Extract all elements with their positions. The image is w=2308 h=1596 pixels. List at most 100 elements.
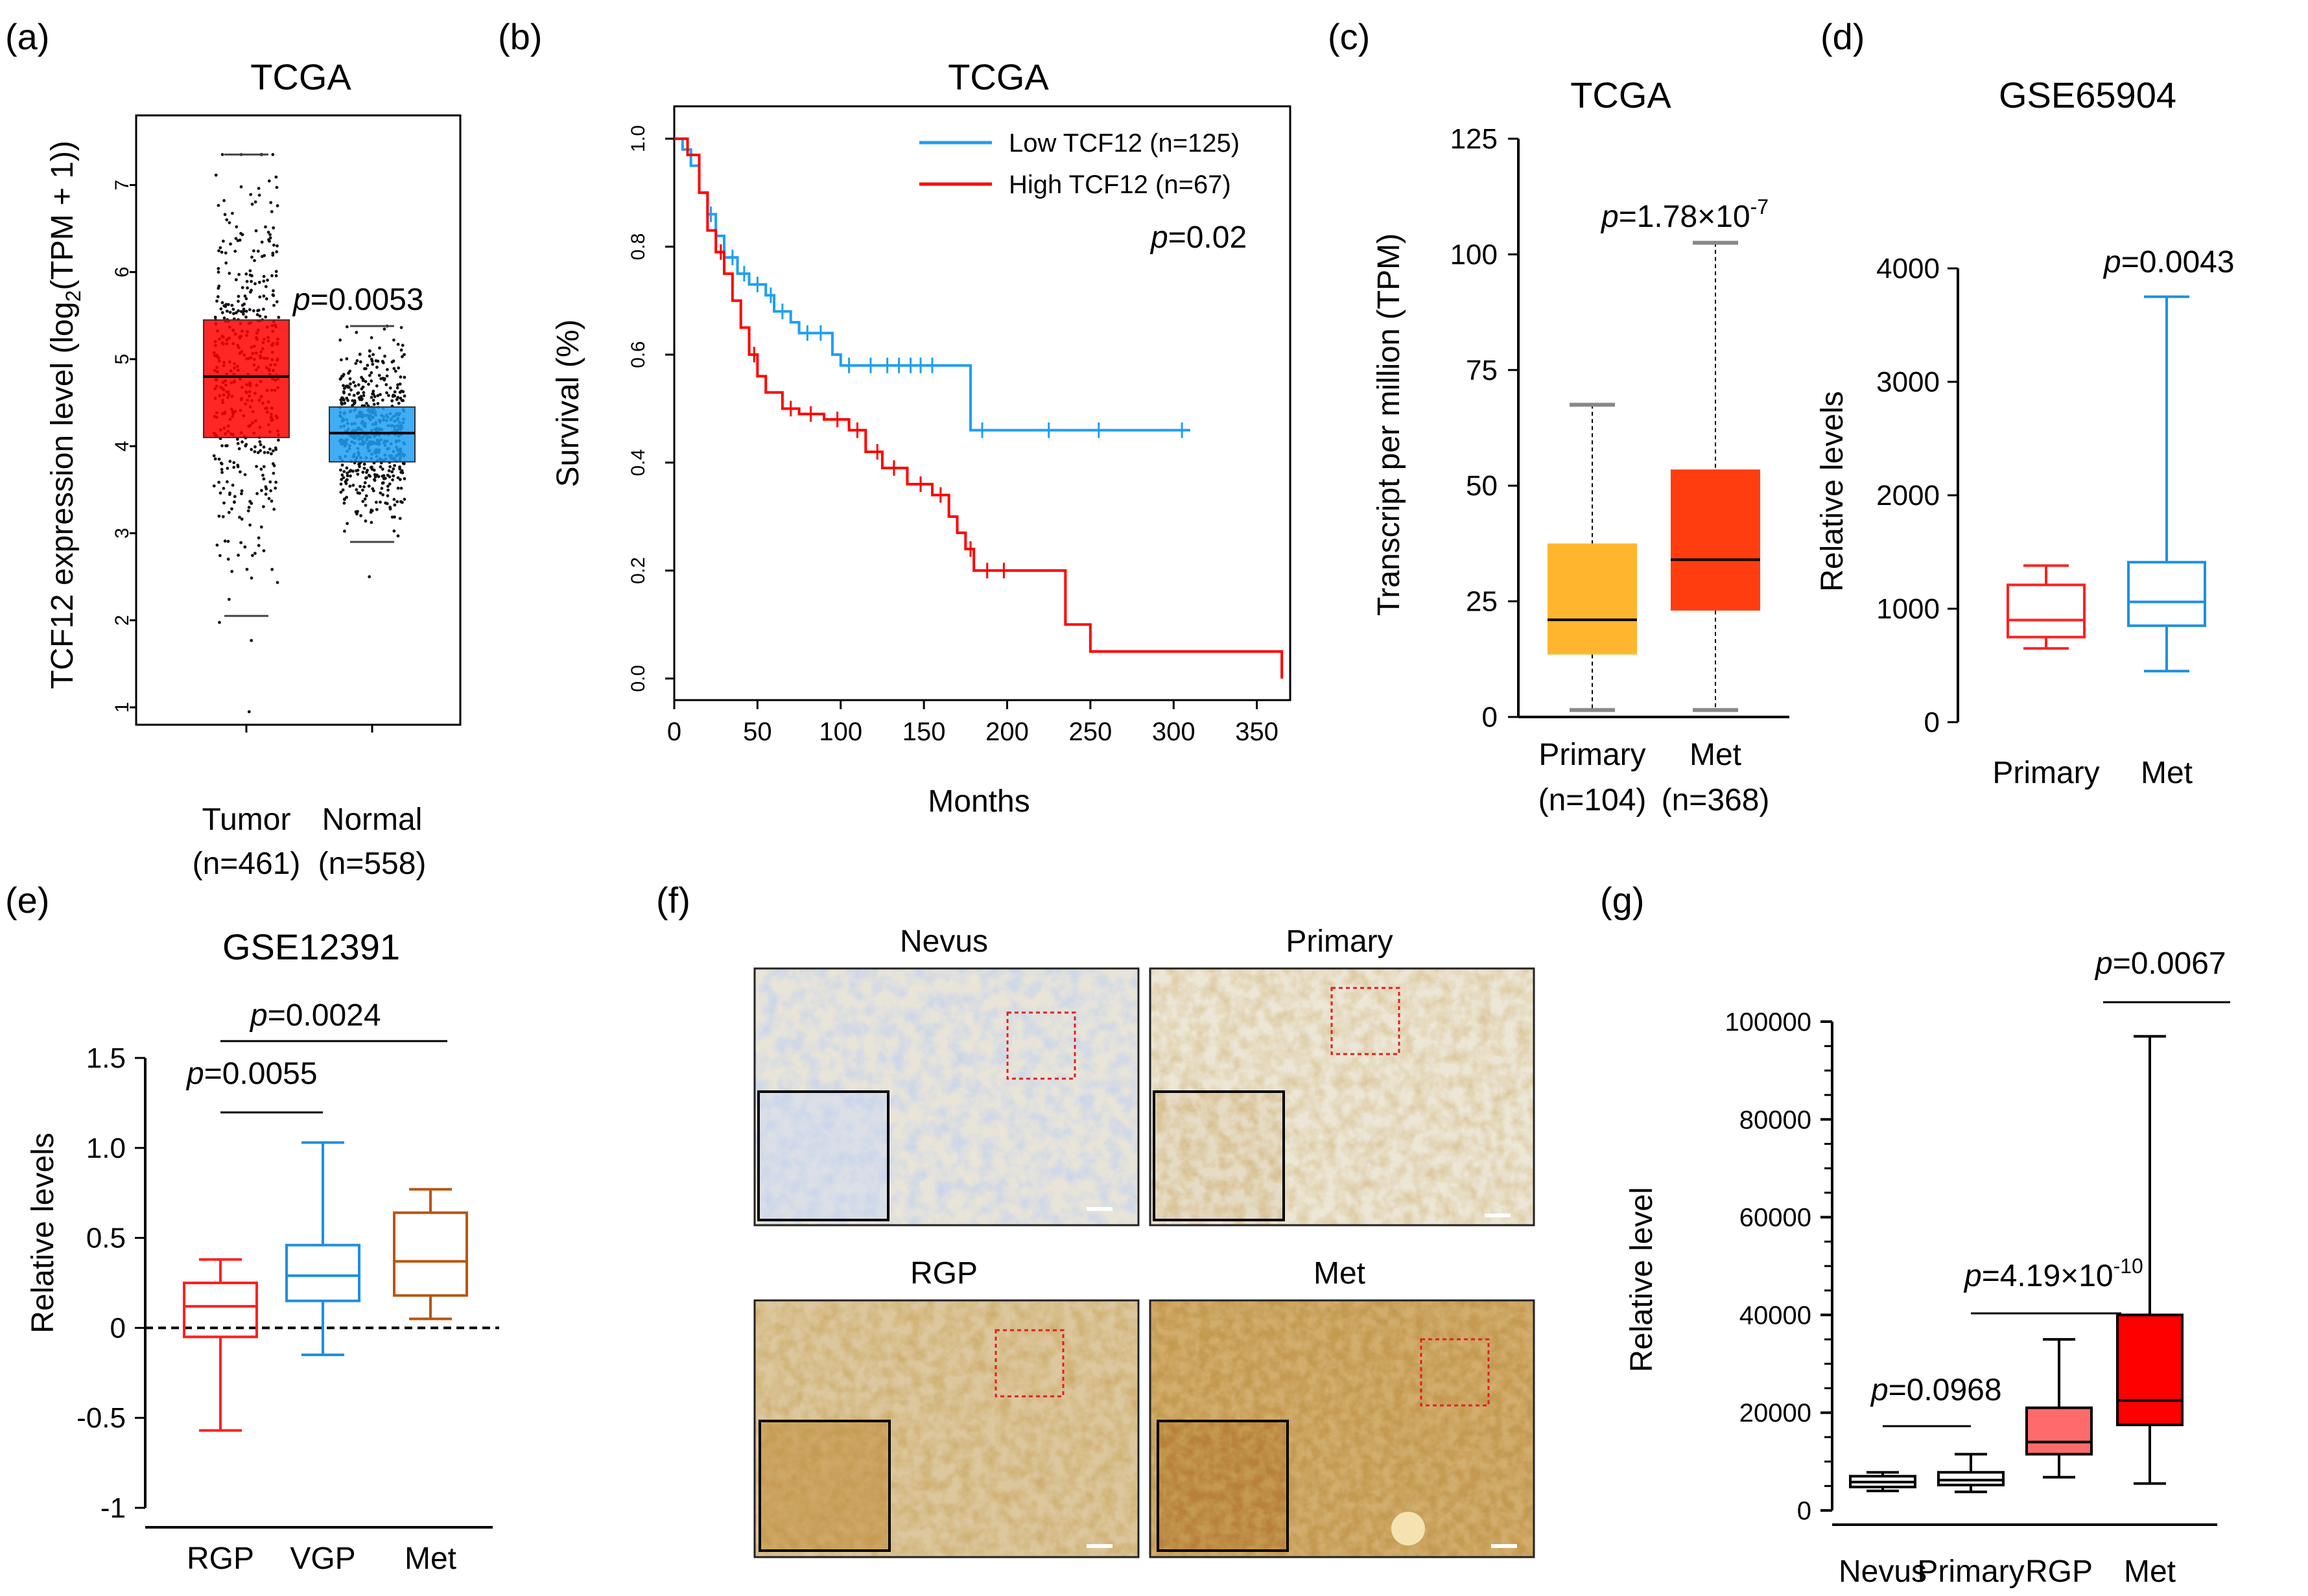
- point-normal: [388, 475, 392, 478]
- point-tumor: [275, 185, 279, 189]
- point-tumor: [226, 303, 230, 307]
- point-normal: [384, 501, 388, 505]
- point-normal: [364, 504, 368, 507]
- point-tumor: [226, 480, 229, 484]
- point-tumor: [213, 457, 217, 461]
- ihc-label-nevus: Nevus: [900, 924, 988, 959]
- point-normal: [375, 384, 379, 388]
- point-tumor: [272, 471, 276, 475]
- point-normal: [400, 390, 403, 393]
- point-tumor: [220, 444, 224, 447]
- point-normal: [399, 397, 403, 400]
- panel-c-cat-met: Met: [1690, 738, 1741, 772]
- point-tumor: [217, 457, 221, 461]
- point-tumor: [220, 311, 224, 314]
- point-tumor: [256, 250, 260, 253]
- point-normal: [358, 465, 361, 469]
- point-normal: [344, 482, 348, 486]
- box-rgp: [2025, 1406, 2093, 1456]
- point-normal: [355, 469, 358, 473]
- point-normal: [386, 494, 390, 498]
- point-tumor: [253, 450, 257, 454]
- point-tumor: [237, 554, 240, 557]
- panel-g-cat-nevus: Nevus: [1839, 1555, 1927, 1589]
- point-tumor: [212, 454, 216, 458]
- point-tumor: [236, 441, 240, 445]
- point-tumor: [264, 493, 268, 496]
- point-tumor: [223, 213, 227, 217]
- point-tumor: [253, 200, 257, 204]
- point-normal: [403, 394, 406, 398]
- point-normal: [376, 402, 380, 405]
- point-normal: [370, 467, 374, 471]
- point-normal: [386, 484, 390, 488]
- point-normal: [364, 380, 368, 383]
- point-normal: [361, 379, 365, 382]
- point-normal: [347, 371, 351, 375]
- point-tumor: [274, 175, 278, 179]
- point-normal: [342, 470, 346, 473]
- point-tumor: [225, 218, 229, 222]
- point-normal: [366, 364, 370, 367]
- panel-c-chart: TCGA Transcript per million (TPM) 0 25 50 7…: [1372, 75, 1789, 817]
- point-tumor: [250, 279, 253, 283]
- point-tumor: [261, 473, 265, 477]
- point-tumor: [230, 303, 234, 307]
- point-tumor: [222, 239, 225, 243]
- point-normal: [343, 530, 346, 533]
- point-tumor: [224, 444, 228, 448]
- point-normal: [373, 478, 376, 482]
- point-normal: [349, 469, 353, 473]
- point-normal: [400, 399, 404, 403]
- point-normal: [352, 393, 356, 397]
- panel-c-cat-primary: Primary: [1538, 738, 1645, 772]
- point-normal: [392, 474, 395, 478]
- ytick-label-1: 1: [112, 702, 133, 713]
- ytick-label-2: 0: [110, 1312, 126, 1344]
- point-tumor: [270, 499, 274, 503]
- point-tumor: [268, 447, 272, 451]
- point-tumor: [222, 304, 226, 308]
- point-normal: [392, 529, 396, 533]
- point-normal: [379, 491, 383, 495]
- panel-b-pvalue: p=0.02: [1149, 220, 1247, 255]
- point-tumor: [231, 211, 234, 215]
- point-normal: [399, 486, 403, 490]
- point-normal: [340, 473, 344, 477]
- panel-b-title: TCGA: [948, 56, 1049, 97]
- panel-label-b: (b): [498, 16, 542, 57]
- point-normal: [346, 399, 349, 403]
- point-normal: [381, 398, 384, 402]
- point-tumor: [245, 567, 249, 571]
- point-tumor: [220, 250, 224, 254]
- point-tumor: [235, 225, 239, 229]
- point-tumor: [274, 486, 277, 490]
- point-normal: [362, 485, 366, 489]
- point-normal: [395, 386, 399, 390]
- ytick-label-2: 2: [112, 615, 133, 626]
- ytick-label-100: 100: [1450, 239, 1498, 270]
- point-tumor: [240, 492, 243, 495]
- point-normal: [355, 331, 359, 334]
- point-tumor: [274, 270, 278, 274]
- point-tumor: [257, 536, 261, 540]
- point-normal: [392, 338, 395, 342]
- point-normal: [371, 489, 375, 493]
- panel-g-ylabel: Relative level: [1625, 1187, 1659, 1372]
- point-tumor: [265, 297, 268, 301]
- point-tumor: [250, 202, 254, 206]
- point-normal: [368, 575, 371, 579]
- ytick-label-3: 3: [112, 528, 133, 539]
- point-tumor: [256, 451, 260, 454]
- point-normal: [393, 503, 397, 507]
- point-normal: [384, 383, 388, 386]
- ihc-roi-met: [1420, 1338, 1490, 1407]
- box-met: [2127, 561, 2206, 628]
- point-tumor: [241, 440, 244, 444]
- point-normal: [370, 521, 373, 524]
- panel-g-cat-rgp: RGP: [2025, 1555, 2093, 1589]
- point-tumor: [258, 314, 262, 318]
- point-normal: [343, 498, 346, 501]
- ytick-label-40000: 40000: [1739, 1301, 1811, 1330]
